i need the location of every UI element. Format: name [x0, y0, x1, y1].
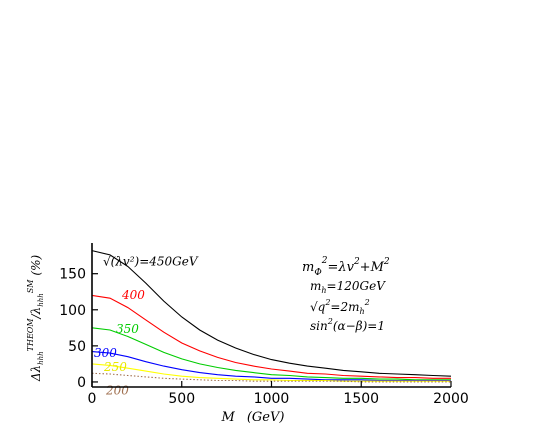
series-label-v-450gev: √(λv²)=450GeV	[103, 255, 199, 269]
x-tick-label: 2000	[433, 391, 469, 407]
y-tick-label: 0	[77, 375, 86, 391]
series-label-250: 250	[103, 360, 127, 374]
series-line-350	[91, 327, 451, 381]
x-tick-label: 0	[88, 391, 97, 407]
y-tick-label: 100	[59, 303, 86, 319]
series-label-400: 400	[121, 288, 145, 302]
annotation-sin: sin2(α−β)=1	[310, 317, 385, 333]
curves	[91, 250, 452, 383]
x-tick-label: 1000	[254, 391, 290, 407]
x-tick-label: 1500	[343, 391, 379, 407]
annotation-formula: mΦ2=λv2+M2	[302, 256, 390, 278]
y-axis-label: ΔλhhhTHEOM/λhhhSM(%)	[26, 255, 45, 383]
y-tick-label: 150	[59, 267, 86, 283]
series-line-250	[91, 363, 451, 382]
annotation-q: √q2=2mh2	[310, 298, 370, 316]
series-line-300	[91, 351, 451, 382]
series-label-200: 200	[105, 384, 129, 398]
series-line-400	[91, 294, 451, 379]
ticks: 0 500 1000 1500 2000 0 50 100 150	[59, 267, 469, 407]
y-tick-label: 50	[68, 339, 86, 355]
series-label-350: 350	[116, 322, 139, 336]
series-label-300: 300	[94, 346, 117, 360]
x-axis-label: M (GeV)	[221, 410, 285, 425]
series-line-v-450gev	[91, 250, 452, 377]
annotation-mh: mh=120GeV	[310, 279, 386, 295]
x-tick-label: 500	[168, 391, 195, 407]
